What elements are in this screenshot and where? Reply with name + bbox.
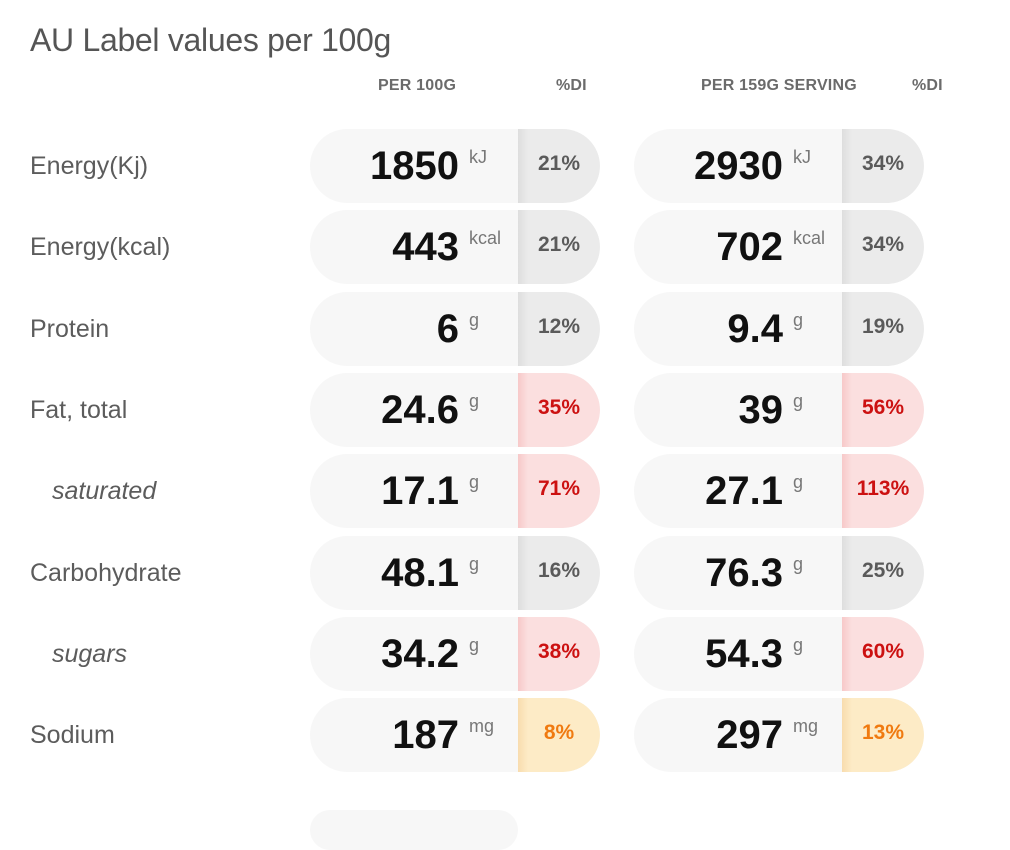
nutrient-label: sugars bbox=[52, 640, 128, 668]
nutrient-label: Protein bbox=[30, 315, 110, 343]
value-pill-per-serving: 76.3 g 25% bbox=[634, 536, 924, 610]
nutrient-unit: mg bbox=[469, 716, 495, 736]
nutrient-unit: g bbox=[469, 310, 480, 330]
nutrient-label: Energy(Kj) bbox=[30, 152, 149, 180]
daily-intake-percent: 16% bbox=[518, 536, 600, 610]
daily-intake-percent: 56% bbox=[842, 373, 924, 447]
daily-intake-percent: 8% bbox=[518, 698, 600, 772]
value-pill-per-100g: 24.6 g 35% bbox=[310, 373, 600, 447]
nutrient-value: 297 bbox=[716, 713, 783, 757]
nutrient-label: Fat, total bbox=[30, 396, 128, 424]
nutrient-unit: g bbox=[793, 472, 804, 492]
nutrient-value: 702 bbox=[716, 225, 783, 269]
daily-intake-percent: 19% bbox=[842, 292, 924, 366]
value-pill-per-serving: 27.1 g 113% bbox=[634, 454, 924, 528]
value-pill-per-serving: 2930 kJ 34% bbox=[634, 129, 924, 203]
daily-intake-percent: 12% bbox=[518, 292, 600, 366]
nutrient-value: 48.1 bbox=[381, 551, 459, 595]
nutrient-value: 39 bbox=[738, 388, 784, 432]
partial-row-pill bbox=[310, 810, 518, 850]
daily-intake-percent: 35% bbox=[518, 373, 600, 447]
daily-intake-percent: 38% bbox=[518, 617, 600, 691]
nutrient-unit: g bbox=[469, 635, 480, 655]
nutrient-label: Carbohydrate bbox=[30, 559, 182, 587]
header-per-100g: PER 100G bbox=[378, 77, 457, 94]
daily-intake-percent: 25% bbox=[842, 536, 924, 610]
value-pill-per-serving: 9.4 g 19% bbox=[634, 292, 924, 366]
nutrient-value: 17.1 bbox=[381, 469, 459, 513]
daily-intake-percent: 34% bbox=[842, 129, 924, 203]
nutrient-unit: kJ bbox=[793, 147, 811, 167]
value-pill-per-serving: 702 kcal 34% bbox=[634, 210, 924, 284]
nutrient-unit: kcal bbox=[469, 228, 502, 248]
nutrient-value: 54.3 bbox=[705, 632, 783, 676]
nutrient-unit: g bbox=[469, 472, 480, 492]
daily-intake-percent: 21% bbox=[518, 129, 600, 203]
value-pill-per-serving: 54.3 g 60% bbox=[634, 617, 924, 691]
value-pill-per-100g: 6 g 12% bbox=[310, 292, 600, 366]
daily-intake-percent: 34% bbox=[842, 210, 924, 284]
value-pill-per-100g: 443 kcal 21% bbox=[310, 210, 600, 284]
nutrient-label: saturated bbox=[52, 477, 157, 505]
value-pill-per-serving: 297 mg 13% bbox=[634, 698, 924, 772]
nutrient-unit: g bbox=[793, 310, 804, 330]
header-di-per-serving: %DI bbox=[912, 77, 943, 94]
nutrient-value: 6 bbox=[436, 307, 459, 351]
value-pill-per-serving: 39 g 56% bbox=[634, 373, 924, 447]
value-pill-per-100g: 187 mg 8% bbox=[310, 698, 600, 772]
nutrient-unit: kcal bbox=[793, 228, 826, 248]
nutrient-value: 9.4 bbox=[727, 307, 783, 351]
daily-intake-percent: 113% bbox=[842, 454, 924, 528]
nutrient-value: 187 bbox=[392, 713, 459, 757]
value-pill-per-100g: 34.2 g 38% bbox=[310, 617, 600, 691]
nutrient-value: 443 bbox=[392, 225, 459, 269]
header-per-serving: PER 159G SERVING bbox=[701, 77, 857, 94]
nutrient-value: 76.3 bbox=[705, 551, 783, 595]
nutrient-unit: g bbox=[793, 635, 804, 655]
daily-intake-percent: 21% bbox=[518, 210, 600, 284]
daily-intake-percent: 71% bbox=[518, 454, 600, 528]
value-pill-per-100g: 48.1 g 16% bbox=[310, 536, 600, 610]
nutrient-unit: g bbox=[469, 554, 480, 574]
value-pill-per-100g: 17.1 g 71% bbox=[310, 454, 600, 528]
nutrient-value: 27.1 bbox=[705, 469, 783, 513]
nutrient-unit: kJ bbox=[469, 147, 487, 167]
nutrient-label: Sodium bbox=[30, 721, 115, 749]
header-di-per-100g: %DI bbox=[556, 77, 587, 94]
nutrient-value: 1850 bbox=[370, 144, 459, 188]
nutrient-unit: g bbox=[793, 391, 804, 411]
nutrient-label: Energy(kcal) bbox=[30, 233, 171, 261]
page-title: AU Label values per 100g bbox=[30, 22, 392, 58]
nutrient-value: 34.2 bbox=[381, 632, 459, 676]
nutrient-value: 2930 bbox=[694, 144, 783, 188]
daily-intake-percent: 60% bbox=[842, 617, 924, 691]
daily-intake-percent: 13% bbox=[842, 698, 924, 772]
nutrient-unit: g bbox=[793, 554, 804, 574]
value-pill-per-100g: 1850 kJ 21% bbox=[310, 129, 600, 203]
nutrient-unit: mg bbox=[793, 716, 819, 736]
nutrient-unit: g bbox=[469, 391, 480, 411]
nutrient-value: 24.6 bbox=[381, 388, 459, 432]
